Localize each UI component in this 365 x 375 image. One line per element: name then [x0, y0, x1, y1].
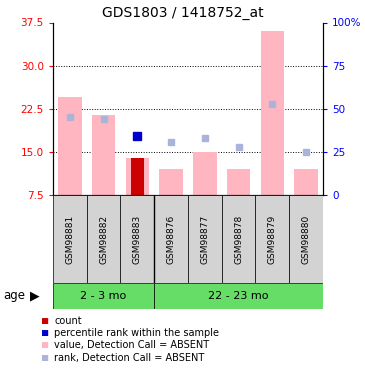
Text: GSM98880: GSM98880	[301, 214, 311, 264]
Bar	[58, 97, 82, 195]
Text: percentile rank within the sample: percentile rank within the sample	[54, 328, 219, 338]
Text: ■: ■	[42, 340, 49, 350]
Bar	[188, 195, 222, 283]
Text: 2 - 3 mo: 2 - 3 mo	[80, 291, 127, 301]
Bar	[289, 195, 323, 283]
Bar	[53, 195, 87, 283]
Text: GSM98877: GSM98877	[200, 214, 210, 264]
Text: GSM98879: GSM98879	[268, 214, 277, 264]
Text: ■: ■	[42, 353, 49, 363]
Text: GDS1803 / 1418752_at: GDS1803 / 1418752_at	[102, 6, 263, 20]
Bar	[126, 158, 149, 195]
Text: count: count	[54, 316, 82, 326]
Bar	[193, 152, 217, 195]
Bar	[222, 195, 256, 283]
Text: GSM98883: GSM98883	[133, 214, 142, 264]
Text: age: age	[4, 289, 26, 302]
Text: GSM98881: GSM98881	[65, 214, 74, 264]
Bar	[131, 158, 144, 195]
Text: GSM98876: GSM98876	[166, 214, 176, 264]
Bar	[87, 195, 120, 283]
Bar	[120, 195, 154, 283]
Bar	[159, 169, 183, 195]
Bar	[261, 31, 284, 195]
Text: 22 - 23 mo: 22 - 23 mo	[208, 291, 269, 301]
Bar	[294, 169, 318, 195]
Bar	[227, 169, 250, 195]
Text: ■: ■	[42, 316, 49, 326]
Bar	[53, 283, 154, 309]
Bar	[255, 195, 289, 283]
Text: value, Detection Call = ABSENT: value, Detection Call = ABSENT	[54, 340, 209, 350]
Bar	[92, 114, 115, 195]
Text: GSM98878: GSM98878	[234, 214, 243, 264]
Text: ■: ■	[42, 328, 49, 338]
Bar	[154, 195, 188, 283]
Bar	[154, 283, 323, 309]
Text: ▶: ▶	[30, 289, 39, 302]
Text: rank, Detection Call = ABSENT: rank, Detection Call = ABSENT	[54, 353, 204, 363]
Text: GSM98882: GSM98882	[99, 214, 108, 264]
